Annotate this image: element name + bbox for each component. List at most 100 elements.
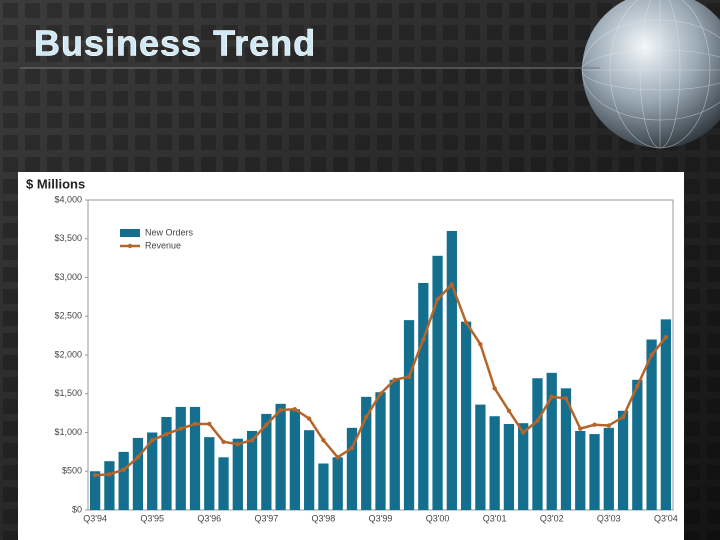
bar — [304, 430, 315, 510]
x-tick-label: Q3'01 — [483, 513, 507, 523]
x-tick-label: Q3'94 — [83, 513, 107, 523]
line-marker — [278, 407, 283, 413]
line-marker — [535, 418, 540, 424]
line-marker — [164, 431, 169, 437]
bar — [104, 461, 115, 510]
y-tick-label: $2,500 — [54, 311, 82, 321]
bar — [118, 451, 129, 510]
bar — [403, 320, 415, 510]
line-marker — [364, 414, 369, 420]
bar — [589, 434, 600, 510]
y-tick-label: $3,000 — [54, 272, 82, 282]
bar — [218, 457, 229, 510]
line-marker — [421, 337, 426, 342]
line-marker — [449, 282, 455, 287]
line-marker — [221, 439, 226, 444]
bar — [289, 409, 301, 510]
bar — [147, 432, 158, 510]
x-tick-label: Q3'96 — [197, 513, 221, 523]
bar — [660, 319, 672, 510]
bar — [361, 396, 372, 510]
legend-label: Revenue — [145, 240, 181, 250]
line-marker — [520, 430, 526, 435]
bar — [89, 471, 101, 510]
bar — [389, 379, 400, 510]
x-tick-label: Q3'04 — [654, 513, 678, 523]
bar — [132, 437, 144, 510]
line-marker — [463, 320, 469, 325]
bar — [246, 430, 258, 510]
bar — [603, 427, 614, 510]
bar — [232, 438, 243, 510]
line-marker — [506, 408, 512, 413]
x-tick-label: Q3'03 — [597, 513, 621, 523]
bar — [318, 463, 329, 510]
bar — [518, 423, 529, 510]
y-tick-label: $0 — [72, 504, 82, 514]
bar — [175, 406, 186, 510]
bar — [646, 339, 657, 510]
y-tick-label: $3,500 — [54, 233, 82, 243]
bar — [418, 282, 429, 510]
line-marker — [406, 374, 412, 379]
legend-label: New Orders — [145, 227, 194, 237]
line-marker — [321, 438, 326, 443]
line-marker — [249, 438, 255, 443]
x-tick-label: Q3'02 — [540, 513, 564, 523]
bar — [375, 392, 386, 510]
bar — [332, 457, 343, 510]
bar — [275, 403, 286, 510]
y-axis-label: $ Millions — [26, 176, 85, 191]
line-marker — [392, 377, 397, 382]
line-marker — [549, 394, 554, 400]
line-marker — [620, 414, 626, 420]
line-marker — [264, 422, 269, 427]
line-marker — [578, 426, 583, 431]
line-marker — [649, 352, 654, 358]
line-marker — [178, 426, 183, 431]
y-tick-label: $1,000 — [54, 427, 82, 437]
line-marker — [306, 416, 312, 421]
line-marker — [592, 422, 597, 427]
line-marker — [150, 438, 155, 443]
line-marker — [121, 467, 126, 472]
line-marker — [207, 421, 212, 427]
line-marker — [92, 472, 98, 478]
x-tick-label: Q3'95 — [140, 513, 164, 523]
bar — [460, 321, 472, 510]
line-marker — [107, 472, 112, 477]
bar — [617, 410, 629, 510]
line-marker — [663, 334, 669, 340]
line-marker — [292, 407, 298, 412]
y-tick-label: $4,000 — [54, 194, 82, 204]
bar — [346, 427, 358, 510]
bar — [161, 417, 172, 510]
bar — [560, 388, 572, 510]
line-marker — [235, 441, 241, 447]
bar — [489, 416, 500, 510]
line-marker — [192, 421, 198, 427]
bar — [261, 413, 272, 510]
x-tick-label: Q3'99 — [369, 513, 393, 523]
x-tick-label: Q3'98 — [312, 513, 336, 523]
line-marker — [335, 455, 340, 460]
line-marker — [563, 396, 569, 401]
line-marker — [492, 386, 497, 391]
globe — [581, 0, 720, 149]
y-tick-label: $2,000 — [54, 349, 82, 359]
line-marker — [606, 423, 611, 428]
bar — [475, 404, 486, 510]
line-marker — [378, 391, 383, 396]
bar — [532, 378, 543, 510]
bar — [632, 379, 643, 510]
bar — [546, 372, 557, 510]
slide-title: Business Trend — [34, 23, 316, 64]
plot: $0 $500 $1,000 $1,500 $2,000 $2,500 $3,000 $3,5… — [54, 194, 677, 523]
legend-swatch — [127, 243, 133, 249]
bar — [432, 255, 443, 510]
line-marker — [435, 297, 440, 302]
bar — [189, 406, 201, 510]
line-marker — [349, 445, 355, 451]
